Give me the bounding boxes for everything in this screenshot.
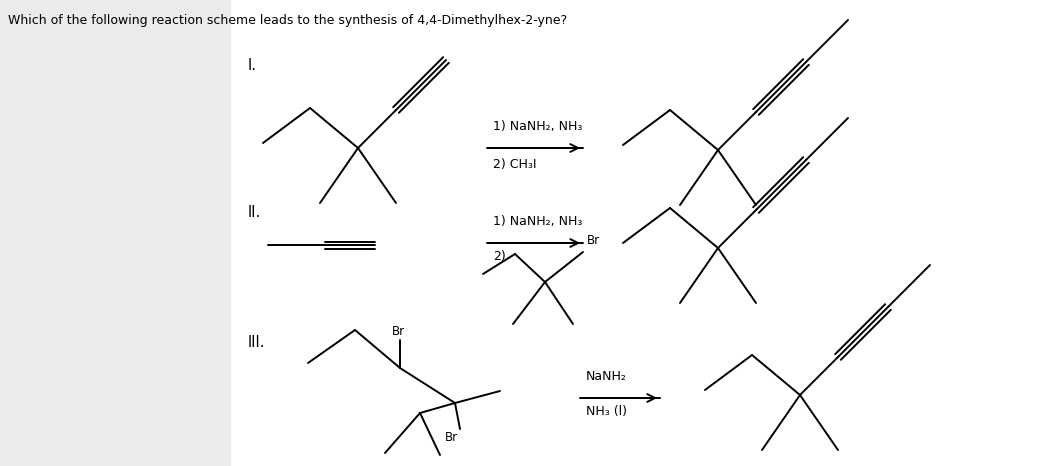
Text: 2): 2) bbox=[493, 250, 506, 263]
Text: Which of the following reaction scheme leads to the synthesis of 4,4-Dimethylhex: Which of the following reaction scheme l… bbox=[8, 14, 567, 27]
Text: 1) NaNH₂, NH₃: 1) NaNH₂, NH₃ bbox=[493, 120, 582, 133]
Text: Br: Br bbox=[587, 234, 600, 247]
Text: II.: II. bbox=[248, 205, 262, 220]
Text: 1) NaNH₂, NH₃: 1) NaNH₂, NH₃ bbox=[493, 215, 582, 228]
Text: NH₃ (l): NH₃ (l) bbox=[586, 405, 627, 418]
Text: III.: III. bbox=[248, 335, 266, 350]
Text: Br: Br bbox=[392, 325, 405, 338]
Text: I.: I. bbox=[248, 58, 257, 73]
Text: NaNH₂: NaNH₂ bbox=[586, 370, 627, 383]
Text: 2) CH₃I: 2) CH₃I bbox=[493, 158, 536, 171]
Text: Br: Br bbox=[445, 431, 459, 444]
Bar bbox=[0, 0, 230, 466]
